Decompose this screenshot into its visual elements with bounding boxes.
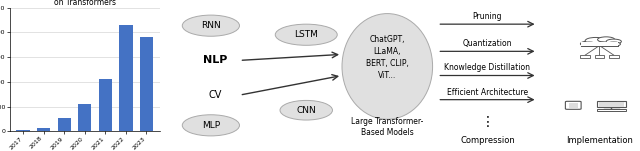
- Circle shape: [582, 42, 596, 46]
- Text: LSTM: LSTM: [294, 30, 318, 39]
- Ellipse shape: [342, 14, 433, 119]
- Ellipse shape: [182, 115, 239, 136]
- Text: Implementation: Implementation: [566, 136, 633, 145]
- Ellipse shape: [275, 24, 337, 45]
- Bar: [599, 102, 624, 107]
- Text: Compression: Compression: [460, 136, 515, 145]
- Circle shape: [585, 37, 606, 44]
- Circle shape: [598, 37, 615, 42]
- Text: ⋮: ⋮: [481, 115, 494, 129]
- Text: RNN: RNN: [201, 21, 221, 30]
- Text: Knowledge Distillation: Knowledge Distillation: [444, 63, 531, 72]
- Bar: [37, 128, 51, 131]
- Circle shape: [607, 42, 620, 46]
- Text: NLP: NLP: [204, 55, 228, 65]
- FancyBboxPatch shape: [565, 101, 581, 109]
- FancyBboxPatch shape: [580, 41, 618, 46]
- Text: Quantization: Quantization: [463, 39, 512, 48]
- Bar: [580, 55, 590, 58]
- Text: MLP: MLP: [202, 121, 220, 130]
- Circle shape: [606, 39, 621, 44]
- Bar: [78, 104, 92, 131]
- Text: CNN: CNN: [296, 106, 316, 115]
- Bar: [595, 55, 604, 58]
- Bar: [17, 130, 30, 131]
- Circle shape: [596, 42, 609, 46]
- Bar: [597, 109, 626, 111]
- Bar: [597, 101, 626, 107]
- Title: Number of publications based
on Transformers: Number of publications based on Transfor…: [27, 0, 143, 7]
- Text: Pruning: Pruning: [473, 12, 502, 21]
- Circle shape: [580, 41, 598, 47]
- Ellipse shape: [280, 100, 332, 120]
- Bar: [569, 103, 578, 108]
- Ellipse shape: [182, 15, 239, 36]
- Text: ChatGPT,
LLaMA,
BERT, CLIP,
ViT...: ChatGPT, LLaMA, BERT, CLIP, ViT...: [366, 35, 409, 80]
- FancyBboxPatch shape: [581, 42, 618, 46]
- Bar: [140, 37, 153, 131]
- Text: Efficient Architecture: Efficient Architecture: [447, 88, 528, 97]
- Bar: [119, 25, 132, 131]
- Text: Large Transformer-
Based Models: Large Transformer- Based Models: [351, 117, 424, 137]
- Bar: [58, 118, 71, 131]
- Bar: [99, 79, 112, 131]
- Bar: [609, 55, 618, 58]
- Text: CV: CV: [209, 90, 222, 100]
